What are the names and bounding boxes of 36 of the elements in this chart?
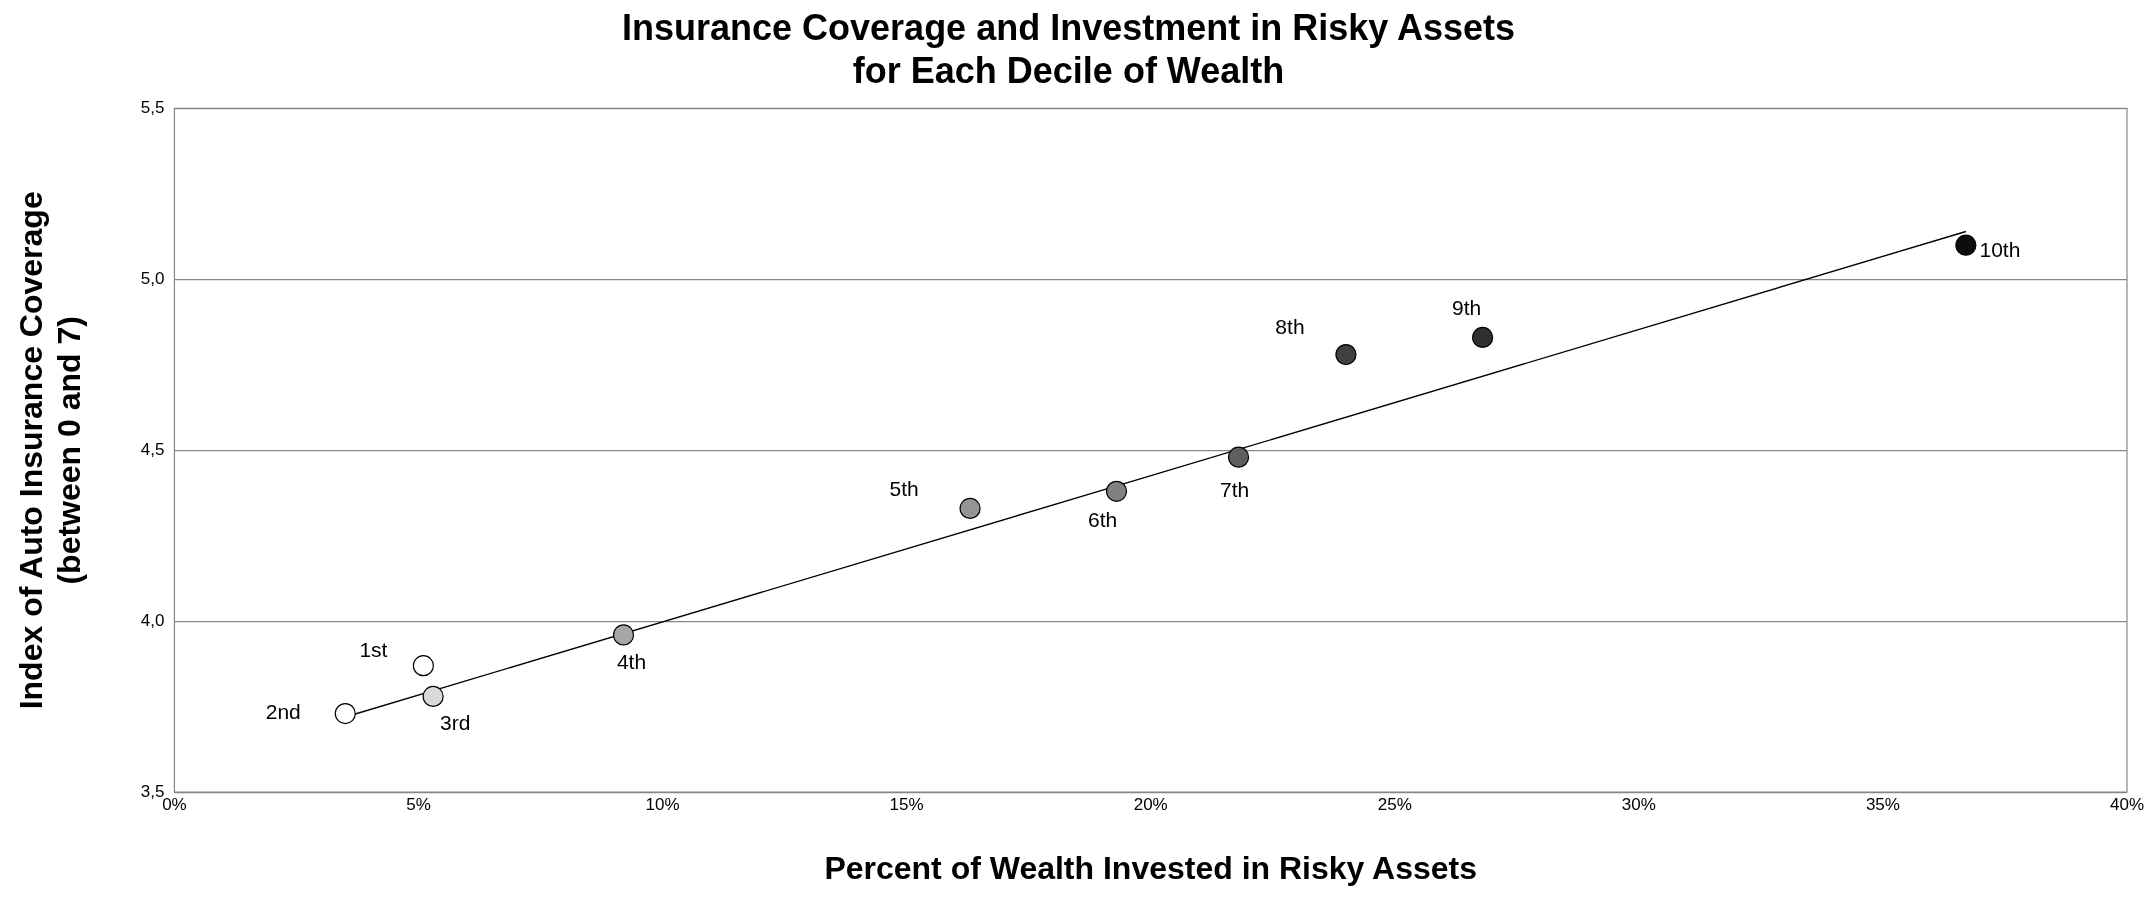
x-tick-label: 35%: [1865, 795, 1900, 815]
y-axis-title: Index of Auto Insurance Coverage (between 0 and 7): [13, 191, 88, 710]
point: [959, 497, 981, 520]
x-tick-label: 10%: [645, 795, 680, 815]
point: [412, 655, 434, 677]
x-tick-label: 30%: [1621, 795, 1656, 815]
annotation: 8th: [1275, 315, 1305, 339]
y-tick-label: 5,5: [140, 98, 165, 118]
x-tick-label: 20%: [1133, 795, 1168, 815]
point: [1335, 343, 1357, 366]
annotation: 3rd: [439, 711, 471, 735]
annotation: 9th: [1452, 296, 1482, 320]
point: [422, 685, 444, 708]
y-tick-label: 4,0: [140, 610, 165, 630]
annotation: 5th: [889, 477, 919, 501]
point: [612, 624, 635, 646]
annotation: 6th: [1087, 508, 1118, 532]
point: [334, 702, 356, 725]
chart-title: Insurance Coverage and Investment in Risky Assets for Each Decile of Wealth: [621, 6, 1516, 91]
annotation: 4th: [616, 649, 647, 673]
annotation: 10th: [1979, 237, 2021, 261]
point: [1472, 326, 1494, 349]
annotation: 1st: [359, 638, 388, 662]
y-tick-label: 4,5: [140, 439, 165, 459]
x-tick-label: 5%: [406, 795, 431, 815]
x-tick-label: 40%: [2109, 795, 2144, 815]
x-axis-title: Percent of Wealth Invested in Risky Assets: [824, 849, 1478, 886]
point: [1227, 446, 1250, 468]
x-tick-label: 0%: [162, 795, 187, 815]
annotation: 2nd: [265, 700, 301, 724]
x-tick-label: 25%: [1377, 795, 1412, 815]
point: [1955, 234, 1977, 256]
point: [1105, 480, 1128, 502]
annotation: 7th: [1219, 477, 1250, 501]
x-tick-label: 15%: [889, 795, 924, 815]
y-tick-label: 5,0: [140, 269, 165, 289]
